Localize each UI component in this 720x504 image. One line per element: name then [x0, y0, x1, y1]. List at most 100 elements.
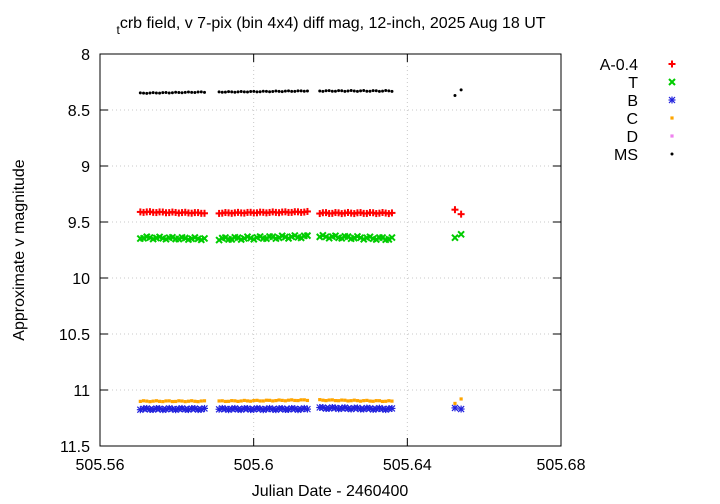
data-point: [180, 91, 184, 95]
data-point: [268, 90, 272, 94]
data-point: [453, 93, 457, 97]
data-point: [261, 89, 265, 93]
data-point: [230, 90, 234, 94]
data-point: [223, 90, 227, 94]
data-point: [303, 231, 312, 240]
data-point: [264, 398, 269, 402]
data-point: [242, 90, 246, 94]
data-point: [349, 89, 353, 93]
data-point: [365, 89, 369, 93]
data-point: [230, 399, 234, 403]
data-point: [283, 89, 287, 93]
data-point: [157, 399, 162, 403]
y-tick-label: 11: [73, 383, 90, 400]
data-point: [303, 405, 311, 413]
legend-label: A-0.4: [600, 57, 638, 74]
data-point: [274, 89, 278, 93]
data-point: [384, 399, 388, 403]
data-point: [196, 90, 200, 94]
data-point: [245, 90, 249, 94]
data-point: [141, 399, 146, 403]
data-point: [148, 400, 152, 404]
legend-label: T: [628, 75, 638, 92]
data-point: [388, 209, 396, 217]
data-point: [180, 399, 184, 403]
data-point: [190, 90, 194, 94]
y-tick-label: 9.5: [68, 215, 90, 232]
legend-label: B: [627, 93, 638, 110]
data-point: [223, 399, 228, 404]
x-tick-label: 505.56: [76, 457, 125, 474]
data-point: [457, 405, 465, 413]
data-point: [451, 404, 459, 412]
data-point: [239, 399, 243, 403]
data-point: [381, 89, 385, 93]
data-point: [190, 399, 194, 403]
legend-label: D: [626, 129, 638, 146]
data-point: [154, 399, 158, 403]
data-point: [186, 90, 190, 94]
legend-marker: [668, 60, 676, 68]
data-point: [355, 399, 360, 403]
data-point: [287, 89, 291, 93]
data-point: [390, 399, 394, 403]
data-point: [371, 89, 375, 93]
data-point: [167, 91, 171, 95]
data-point: [167, 399, 171, 403]
data-point: [388, 404, 396, 412]
data-point: [377, 89, 381, 93]
data-point: [161, 400, 165, 404]
series-a-0-4: [136, 206, 465, 218]
data-point: [318, 89, 322, 93]
data-point: [252, 398, 256, 403]
data-point: [290, 398, 294, 402]
data-point: [453, 401, 457, 406]
data-point: [138, 399, 142, 403]
data-point: [174, 399, 178, 404]
data-point: [239, 89, 243, 93]
data-point: [387, 399, 391, 403]
data-point: [293, 89, 297, 93]
data-point: [236, 399, 240, 403]
data-point: [457, 210, 465, 218]
data-point: [305, 398, 310, 403]
data-point: [217, 90, 221, 94]
data-point: [359, 89, 363, 93]
data-point: [358, 399, 363, 403]
data-point: [296, 398, 300, 403]
data-point: [151, 91, 155, 95]
data-point: [340, 398, 344, 402]
series-ms: [138, 88, 463, 97]
data-point: [154, 91, 158, 95]
data-point: [170, 399, 175, 404]
data-point: [177, 399, 181, 403]
data-point: [183, 400, 187, 404]
data-point: [261, 399, 265, 403]
x-tick-label: 505.6: [234, 457, 274, 474]
data-point: [200, 404, 208, 412]
data-point: [303, 207, 311, 215]
series-t: [136, 230, 465, 244]
data-point: [368, 89, 372, 93]
data-point: [267, 398, 272, 402]
data-point: [226, 399, 231, 403]
x-tick-label: 505.68: [537, 457, 586, 474]
data-point: [196, 400, 200, 404]
data-point: [242, 398, 246, 403]
data-point: [277, 89, 281, 93]
data-point: [346, 89, 350, 93]
data-point: [365, 398, 369, 402]
data-point: [302, 89, 306, 93]
y-tick-label: 10.5: [59, 327, 90, 344]
data-point: [158, 91, 162, 95]
data-point: [299, 89, 303, 93]
data-point: [380, 399, 385, 404]
data-point: [220, 90, 224, 94]
data-point: [202, 90, 206, 94]
data-point: [330, 89, 334, 93]
data-point: [457, 230, 465, 239]
data-point: [186, 399, 191, 403]
data-point: [249, 90, 253, 94]
data-point: [245, 399, 250, 403]
data-point: [374, 399, 378, 403]
